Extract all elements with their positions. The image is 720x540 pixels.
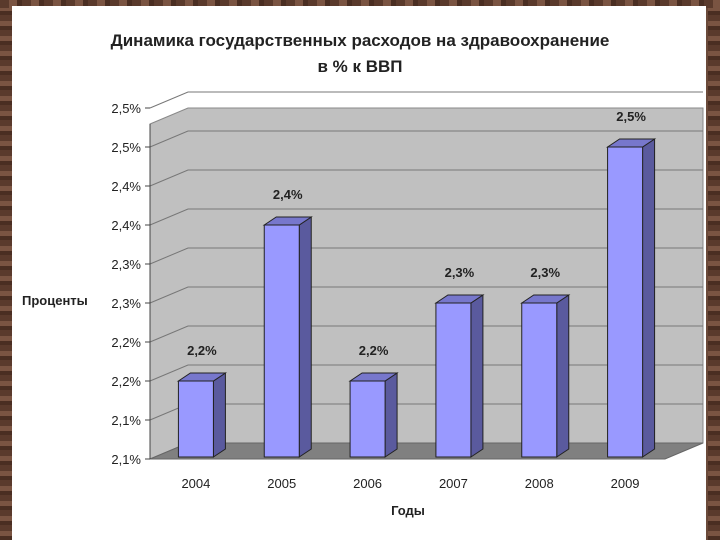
bar-side xyxy=(556,294,570,458)
background-strip-top xyxy=(0,0,720,8)
y-tick-label: 2,4% xyxy=(111,179,141,194)
background-strip-left xyxy=(0,0,12,540)
data-label-2004: 2,2% xyxy=(187,343,217,358)
gridline xyxy=(149,91,703,109)
bar-side xyxy=(212,372,226,458)
data-label-2005: 2,4% xyxy=(273,187,303,202)
bar-2004 xyxy=(177,380,214,458)
x-tick-label-2008: 2008 xyxy=(525,476,554,491)
bar-side xyxy=(470,294,484,458)
bar-2005 xyxy=(263,224,300,458)
y-tick-label: 2,1% xyxy=(111,452,141,467)
bar-chart: Динамика государственных расходов на здр… xyxy=(22,31,704,518)
bar-2006 xyxy=(349,380,386,458)
gridline xyxy=(149,169,703,187)
chart-title: Динамика государственных расходов на здр… xyxy=(111,31,610,50)
data-label-2007: 2,3% xyxy=(445,265,475,280)
y-tick-label: 2,3% xyxy=(111,257,141,272)
y-tick-label: 2,4% xyxy=(111,218,141,233)
y-axis-title: Проценты xyxy=(22,293,88,308)
gridline xyxy=(149,208,703,226)
data-label-2008: 2,3% xyxy=(530,265,560,280)
gridline xyxy=(149,247,703,265)
gridline xyxy=(149,286,703,304)
y-tick-label: 2,2% xyxy=(111,374,141,389)
gridline xyxy=(149,130,703,148)
y-tick-label: 2,5% xyxy=(111,140,141,155)
bar-2009 xyxy=(607,146,644,458)
x-tick-label-2009: 2009 xyxy=(611,476,640,491)
y-tick-label: 2,1% xyxy=(111,413,141,428)
bar-side xyxy=(298,216,312,458)
y-tick-label: 2,3% xyxy=(111,296,141,311)
data-label-2009: 2,5% xyxy=(616,109,646,124)
x-tick-label-2007: 2007 xyxy=(439,476,468,491)
x-tick-label-2004: 2004 xyxy=(181,476,210,491)
bar-side xyxy=(384,372,398,458)
chart-subtitle: в % к ВВП xyxy=(317,57,402,76)
chart-slide: Динамика государственных расходов на здр… xyxy=(12,6,706,540)
data-label-2006: 2,2% xyxy=(359,343,389,358)
bar-2008 xyxy=(521,302,558,458)
x-tick-label-2005: 2005 xyxy=(267,476,296,491)
y-tick-label: 2,2% xyxy=(111,335,141,350)
x-axis-title: Годы xyxy=(391,503,425,518)
background-strip-right xyxy=(708,0,720,540)
x-tick-label-2006: 2006 xyxy=(353,476,382,491)
bar-side xyxy=(642,138,656,458)
y-tick-label: 2,5% xyxy=(111,101,141,116)
bar-2007 xyxy=(435,302,472,458)
